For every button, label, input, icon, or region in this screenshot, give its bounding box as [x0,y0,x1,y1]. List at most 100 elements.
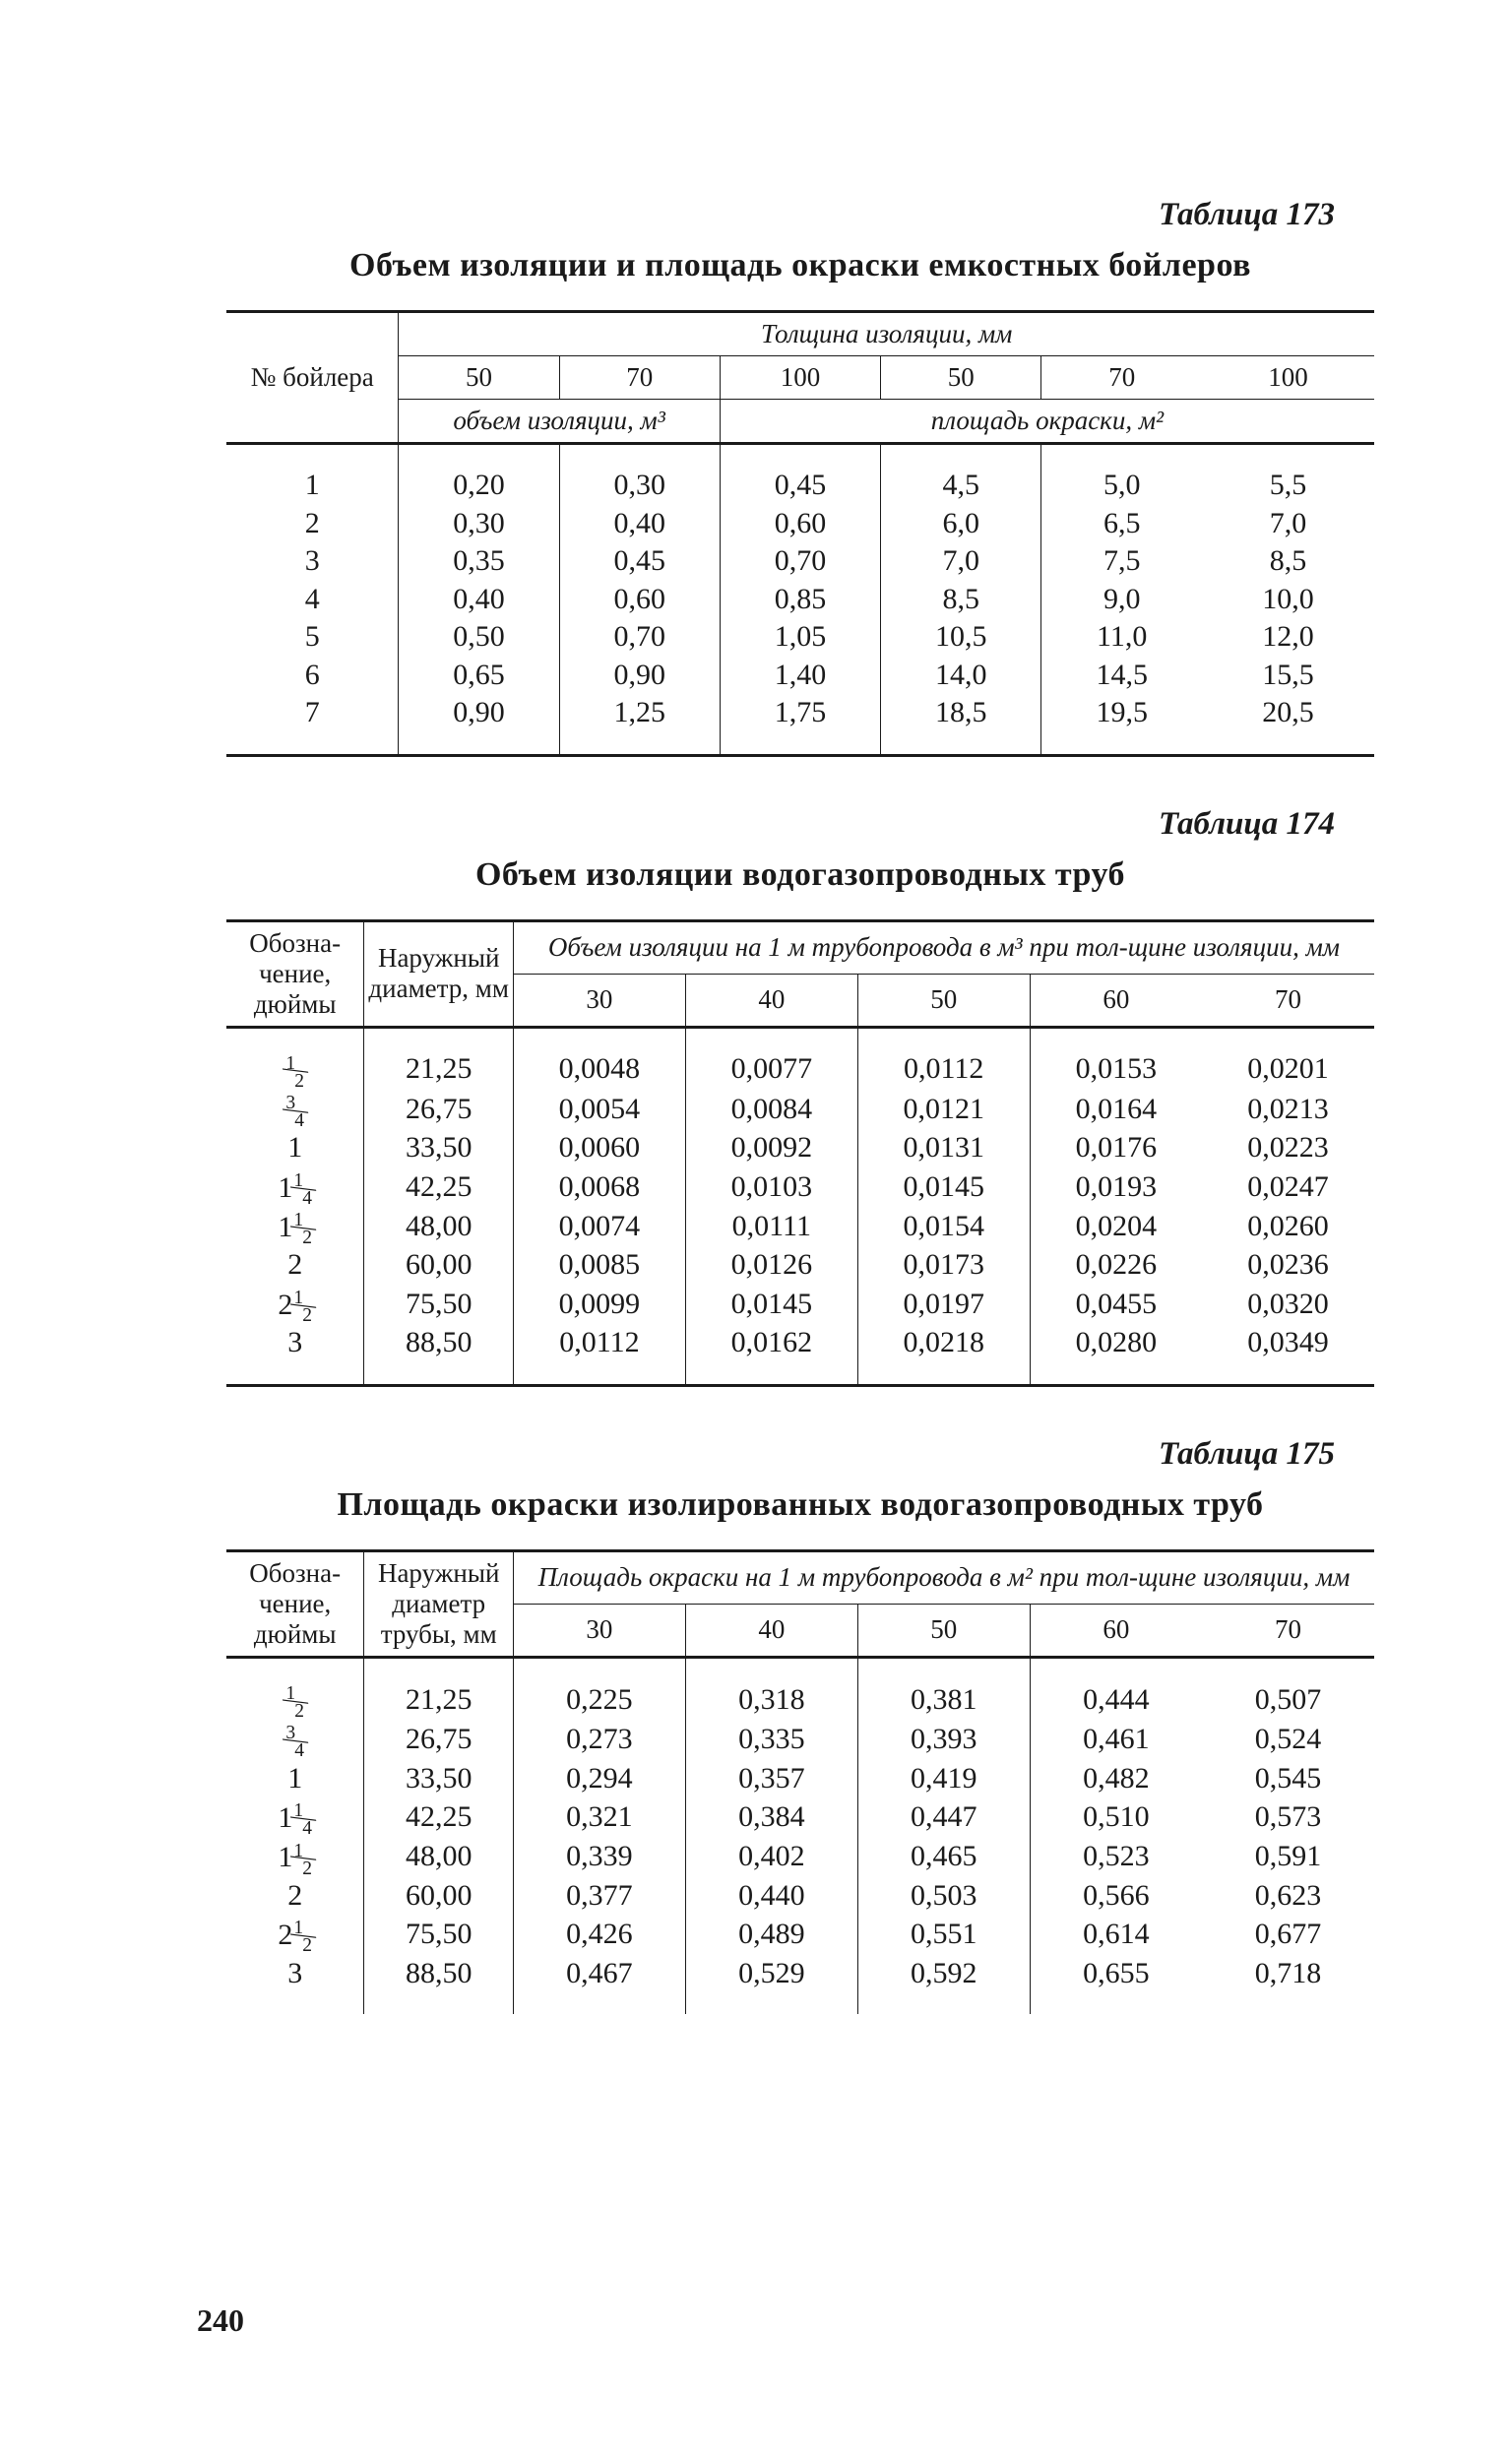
t175-cell: 0,447 [857,1797,1030,1837]
t174-cell: 0,0077 [685,1027,857,1090]
t174-cell: 0,0085 [513,1246,685,1285]
t173-cell: 7 [226,694,399,755]
t174-cell: 60,00 [364,1246,514,1285]
t175-cell: 3∕4 [226,1720,364,1759]
t175-cell: 0,718 [1202,1955,1374,2015]
t174-cell: 0,0153 [1030,1027,1202,1090]
table-175-number: Таблица 175 [226,1436,1335,1473]
t174-h-col2-t: Наружный диаметр, мм [368,943,509,1003]
table-row: 1 0,20 0,30 0,45 4,5 5,0 5,5 [226,444,1374,505]
t174-cell: 0,0213 [1202,1090,1374,1129]
t173-cell: 0,35 [399,542,559,581]
t174-cell: 0,0154 [857,1207,1030,1246]
t174-cell: 21∕2 [226,1285,364,1324]
t174-cell: 0,0099 [513,1285,685,1324]
t173-cell: 9,0 [1041,581,1202,619]
t175-h-col1: Обозна-чение, дюймы [226,1550,364,1657]
t175-cell: 0,339 [513,1837,685,1876]
t174-cell: 1 [226,1129,364,1167]
t174-cell: 75,50 [364,1285,514,1324]
t174-cell: 2 [226,1246,364,1285]
table-row: 3∕4 26,75 0,273 0,335 0,393 0,461 0,524 [226,1720,1374,1759]
t173-h-70a: 70 [559,356,720,400]
t173-h-70b: 70 [1041,356,1202,400]
table-174-title: Объем изоляции водогазопроводных труб [226,856,1374,894]
t173-body: 1 0,20 0,30 0,45 4,5 5,0 5,5 2 0,30 0,40… [226,444,1374,756]
t173-cell: 7,5 [1041,542,1202,581]
t175-cell: 0,551 [857,1915,1030,1954]
t174-cell: 21,25 [364,1027,514,1090]
t175-cell: 0,677 [1202,1915,1374,1954]
t174-cell: 11∕2 [226,1207,364,1246]
t174-cell: 0,0223 [1202,1129,1374,1167]
t174-cell: 0,0173 [857,1246,1030,1285]
t175-cell: 2 [226,1877,364,1916]
t175-cell: 0,591 [1202,1837,1374,1876]
table-175: Обозна-чение, дюймы Наружный диаметр тру… [226,1549,1374,2014]
t175-h-col2-t: Наружный диаметр трубы, мм [378,1558,499,1649]
t175-cell: 0,335 [685,1720,857,1759]
t173-cell: 10,5 [881,618,1041,657]
t175-cell: 0,402 [685,1837,857,1876]
t175-h-60: 60 [1030,1604,1202,1657]
t175-cell: 0,419 [857,1760,1030,1798]
t175-cell: 0,482 [1030,1760,1202,1798]
t174-cell: 0,0204 [1030,1207,1202,1246]
t173-cell: 7,0 [881,542,1041,581]
t173-cell: 2 [226,505,399,543]
t175-h-30: 30 [513,1604,685,1657]
t173-cell: 0,90 [559,657,720,695]
t175-cell: 0,225 [513,1657,685,1720]
t175-body: 1∕2 21,25 0,225 0,318 0,381 0,444 0,507 … [226,1657,1374,2014]
table-row: 2 60,00 0,0085 0,0126 0,0173 0,0226 0,02… [226,1246,1374,1285]
t174-cell: 88,50 [364,1324,514,1385]
t173-cell: 0,60 [559,581,720,619]
t175-cell: 0,614 [1030,1915,1202,1954]
table-row: 5 0,50 0,70 1,05 10,5 11,0 12,0 [226,618,1374,657]
t173-cell: 14,0 [881,657,1041,695]
t174-h-col1: Обозна-чение, дюймы [226,920,364,1027]
t174-cell: 3∕4 [226,1090,364,1129]
table-174-number: Таблица 174 [226,806,1335,843]
t175-cell: 1∕2 [226,1657,364,1720]
t175-cell: 0,566 [1030,1877,1202,1916]
t175-h-col1-t: Обозна-чение, дюймы [249,1558,341,1649]
t174-cell: 0,0145 [857,1167,1030,1207]
t174-cell: 0,0054 [513,1090,685,1129]
t175-cell: 0,461 [1030,1720,1202,1759]
t174-cell: 0,0164 [1030,1090,1202,1129]
t173-cell: 1,25 [559,694,720,755]
t173-h-100b: 100 [1202,356,1374,400]
t173-cell: 4,5 [881,444,1041,505]
t174-h-70: 70 [1202,974,1374,1027]
t174-cell: 0,0103 [685,1167,857,1207]
t175-cell: 21∕2 [226,1915,364,1954]
t175-cell: 0,545 [1202,1760,1374,1798]
table-row: 11∕2 48,00 0,339 0,402 0,465 0,523 0,591 [226,1837,1374,1876]
t173-cell: 15,5 [1202,657,1374,695]
t174-cell: 0,0320 [1202,1285,1374,1324]
table-row: 3∕4 26,75 0,0054 0,0084 0,0121 0,0164 0,… [226,1090,1374,1129]
t173-cell: 20,5 [1202,694,1374,755]
t175-cell: 75,50 [364,1915,514,1954]
t173-h-50b: 50 [881,356,1041,400]
table-row: 11∕2 48,00 0,0074 0,0111 0,0154 0,0204 0… [226,1207,1374,1246]
t173-cell: 0,30 [559,444,720,505]
t173-cell: 0,20 [399,444,559,505]
t173-cell: 6,0 [881,505,1041,543]
t175-cell: 0,294 [513,1760,685,1798]
t175-cell: 0,321 [513,1797,685,1837]
t175-cell: 33,50 [364,1760,514,1798]
t173-cell: 8,5 [881,581,1041,619]
t173-cell: 1,40 [720,657,880,695]
t175-cell: 11∕4 [226,1797,364,1837]
table-row: 2 0,30 0,40 0,60 6,0 6,5 7,0 [226,505,1374,543]
table-row: 4 0,40 0,60 0,85 8,5 9,0 10,0 [226,581,1374,619]
t175-cell: 0,440 [685,1877,857,1916]
t173-h-sub-b: площадь окраски, м² [720,400,1374,444]
t174-h-span: Объем изоляции на 1 м трубопровода в м³ … [513,920,1374,974]
t173-h-col0-text: № бойлера [251,362,374,392]
t175-cell: 0,507 [1202,1657,1374,1720]
t175-cell: 0,467 [513,1955,685,2015]
table-175-title: Площадь окраски изолированных водогазопр… [226,1486,1374,1524]
